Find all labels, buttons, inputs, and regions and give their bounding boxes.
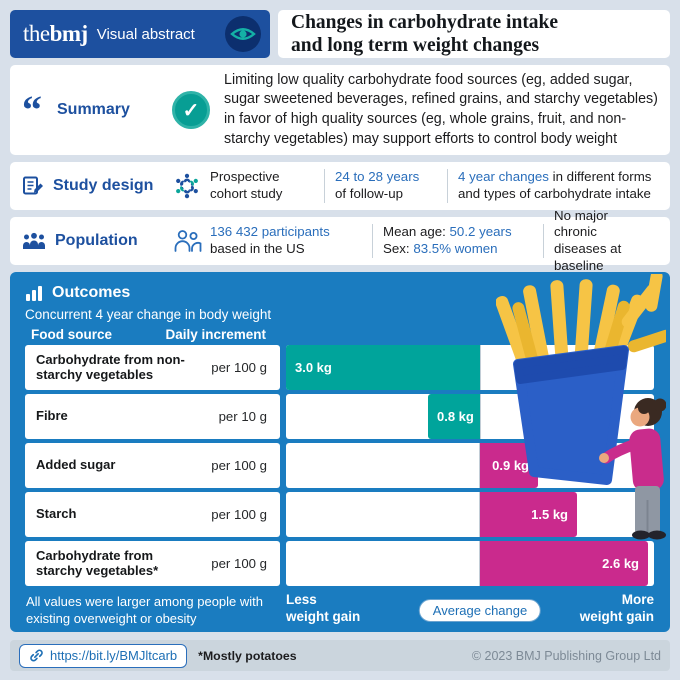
link-icon [30, 649, 43, 662]
quote-icon: “ [22, 87, 42, 132]
chart-axis-row: All values were larger among people with… [25, 590, 655, 632]
weight-change-bar: 0.9 kg [480, 443, 538, 488]
bar-value-label: 2.6 kg [602, 556, 639, 571]
table-column-headers: Food source Daily increment [25, 324, 280, 345]
food-source-label: Added sugar [36, 457, 116, 473]
food-source-label: Starch [36, 506, 77, 522]
summary-text: Limiting low quality carbohydrate food s… [224, 71, 658, 147]
divider [372, 224, 373, 258]
population-people-icon [23, 232, 45, 249]
title-card: Changes in carbohydrate intake and long … [278, 10, 670, 58]
study-design-heading: Study design [53, 177, 154, 194]
cohort-group-icon [176, 173, 198, 199]
participants-text: 136 432 participants based in the US [210, 224, 362, 257]
exposure-highlight: 4 year changes [458, 169, 549, 185]
weight-change-bar: 1.5 kg [480, 492, 577, 537]
exposure-text: 4 year changes in different forms and ty… [458, 169, 658, 202]
footer: https://bit.ly/BMJltcarb *Mostly potatoe… [10, 640, 670, 671]
food-source-label: Fibre [36, 408, 68, 424]
table-row: Fibre per 10 g 0.8 kg [25, 394, 655, 439]
follow-up-text: 24 to 28 years of follow-up [335, 169, 437, 202]
bar-value-label: 1.5 kg [531, 507, 568, 522]
chart-cell: 0.8 kg [286, 394, 654, 439]
col-daily-increment: Daily increment [165, 327, 266, 342]
summary-section: “ Summary ✓ Limiting low quality carbohy… [10, 65, 670, 155]
two-people-outline-icon [174, 230, 202, 252]
bar-value-label: 3.0 kg [295, 360, 332, 375]
weight-change-bar: 3.0 kg [286, 345, 480, 390]
eye-icon [225, 16, 261, 52]
table-row: Added sugar per 100 g 0.9 kg [25, 443, 655, 488]
bar-value-label: 0.9 kg [492, 458, 529, 473]
exposure-rest: in different forms and types of carbohyd… [458, 169, 652, 201]
population-section: Population 136 432 participants based in… [10, 208, 670, 273]
average-line [479, 541, 481, 586]
average-line [479, 492, 481, 537]
food-source-label: Carbohydrate from starchy vegetables* [36, 547, 159, 578]
bmj-brand-box: thebmj Visual abstract [10, 10, 270, 58]
chart-cell: 3.0 kg [286, 345, 654, 390]
share-link[interactable]: https://bit.ly/BMJltcarb [19, 643, 188, 668]
participants-count: 136 432 participants [210, 224, 330, 240]
logo-bmj: bmj [49, 21, 89, 46]
header: thebmj Visual abstract Changes in carboh… [10, 10, 670, 58]
demographics-text: Mean age: 50.2 years Sex: 83.5% women [383, 224, 533, 257]
divider [447, 169, 448, 203]
visual-abstract-label: Visual abstract [96, 25, 195, 43]
share-link-url: https://bit.ly/BMJltcarb [50, 648, 178, 663]
divider [543, 224, 544, 258]
summary-label-group: “ Summary [22, 87, 172, 132]
daily-increment-label: per 100 g [211, 507, 267, 522]
axis-label-more: More weight gain [579, 592, 654, 624]
page-title-line2: and long term weight changes [291, 35, 540, 56]
participants-rest: based in the US [210, 241, 305, 256]
chart-cell: 0.9 kg [286, 443, 654, 488]
age-label: Mean age: [383, 224, 450, 240]
sex-value: 83.5% women [413, 241, 498, 256]
copyright-text: © 2023 BMJ Publishing Group Ltd [471, 648, 661, 663]
average-change-pill: Average change [418, 599, 542, 622]
bmj-logo: thebmj [23, 21, 88, 47]
study-design-label-group: Study design [22, 175, 172, 197]
chart-footnote: All values were larger among people with… [26, 594, 264, 626]
table-row: Starch per 100 g 1.5 kg [25, 492, 655, 537]
table-row: Carbohydrate from non-starchy vegetables… [25, 345, 655, 390]
follow-up-rest: of follow-up [335, 186, 403, 201]
asterisk-footnote: *Mostly potatoes [198, 648, 297, 663]
logo-the: the [23, 21, 50, 46]
check-icon: ✓ [172, 91, 210, 129]
col-food-source: Food source [31, 327, 113, 342]
study-design-section: Study design Prospective cohort study 24… [10, 162, 670, 210]
bar-value-label: 0.8 kg [437, 409, 474, 424]
summary-heading: Summary [57, 101, 130, 118]
food-source-label: Carbohydrate from non-starchy vegetables [36, 351, 185, 382]
age-value: 50.2 years [449, 224, 512, 240]
page-title-line1: Changes in carbohydrate intake [291, 12, 559, 33]
baseline-health-text: No major chronic diseases at baseline [554, 207, 622, 273]
table-row: Carbohydrate from starchy vegetables* pe… [25, 541, 655, 586]
population-label-group: Population [22, 232, 172, 250]
outcomes-header: Outcomes [25, 282, 655, 304]
daily-increment-label: per 100 g [211, 556, 267, 571]
daily-increment-label: per 100 g [211, 360, 267, 375]
daily-increment-label: per 100 g [211, 458, 267, 473]
study-type-text: Prospective cohort study [210, 169, 283, 201]
weight-change-bar: 0.8 kg [428, 394, 480, 439]
sex-label: Sex: [383, 241, 414, 256]
follow-up-years: 24 to 28 years [335, 169, 420, 185]
bar-chart-icon [26, 286, 42, 301]
outcomes-heading: Outcomes [52, 284, 131, 301]
outcomes-subtitle: Concurrent 4 year change in body weight [25, 306, 272, 322]
divider [324, 169, 325, 203]
population-heading: Population [55, 232, 138, 249]
chart-cell: 2.6 kg [286, 541, 654, 586]
chart-cell: 1.5 kg [286, 492, 654, 537]
daily-increment-label: per 10 g [218, 409, 267, 424]
weight-change-bar: 2.6 kg [480, 541, 648, 586]
average-line [479, 443, 481, 488]
clipboard-pencil-icon [23, 176, 43, 195]
axis-label-less: Less weight gain [286, 592, 361, 624]
outcomes-section: Outcomes Concurrent 4 year change in bod… [10, 272, 670, 632]
